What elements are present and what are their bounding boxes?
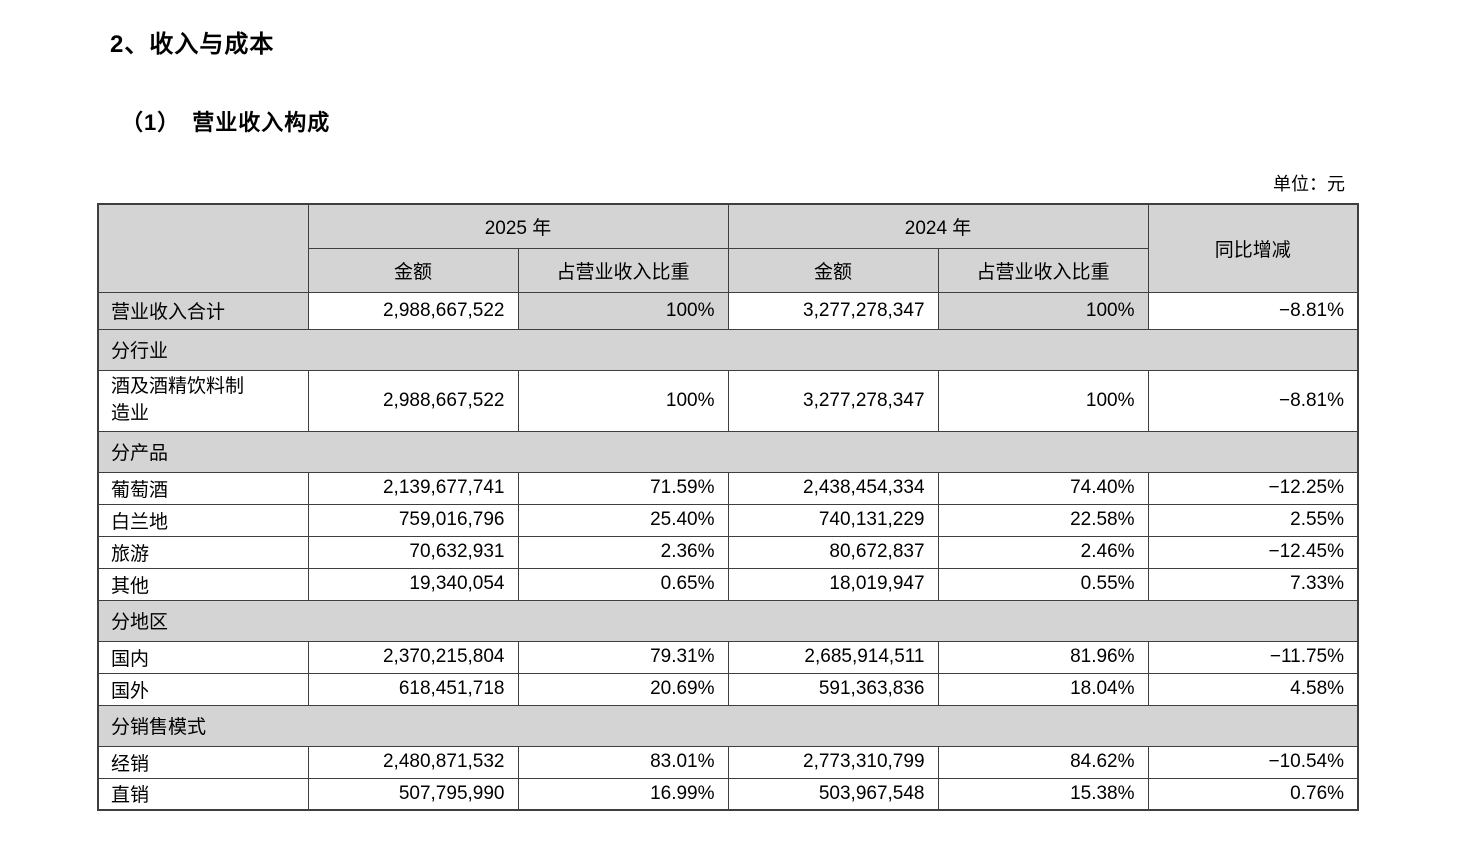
section-label: 分产品: [97, 430, 1359, 473]
yoy-change: 2.55%: [1147, 503, 1359, 537]
revenue-composition-table: 2025 年 2024 年 同比增减 金额 占营业收入比重 金额 占营业收入比重…: [97, 203, 1360, 811]
yoy-change: 4.58%: [1147, 672, 1359, 706]
row-label: 营业收入合计: [97, 291, 309, 330]
amount-2025: 70,632,931: [307, 535, 519, 569]
table-body: 营业收入合计 2,988,667,522 100% 3,277,278,347 100%…: [97, 291, 1359, 811]
amount-2025: 2,370,215,804: [307, 640, 519, 674]
amount-2025: 2,988,667,522: [307, 291, 519, 330]
yoy-change: −12.25%: [1147, 471, 1359, 505]
row-label: 其他: [97, 567, 309, 601]
ratio-2025: 83.01%: [517, 745, 729, 779]
amount-2025-header: 金额: [307, 247, 519, 293]
amount-2024: 80,672,837: [727, 535, 939, 569]
ratio-2025: 79.31%: [517, 640, 729, 674]
yoy-change: 0.76%: [1147, 777, 1359, 811]
ratio-2024: 100%: [937, 291, 1149, 330]
amount-2025: 759,016,796: [307, 503, 519, 537]
row-label: 国内: [97, 640, 309, 674]
yoy-change: −8.81%: [1147, 291, 1359, 330]
table-row: 其他 19,340,054 0.65% 18,019,947 0.55% 7.33%: [97, 567, 1359, 601]
row-label: 国外: [97, 672, 309, 706]
table-row: 酒及酒精饮料制造业 2,988,667,522 100% 3,277,278,347 1…: [97, 369, 1359, 432]
section-label: 分销售模式: [97, 704, 1359, 747]
amount-2024: 2,685,914,511: [727, 640, 939, 674]
ratio-2025: 100%: [517, 291, 729, 330]
amount-2024: 591,363,836: [727, 672, 939, 706]
amount-2024: 740,131,229: [727, 503, 939, 537]
ratio-2025: 2.36%: [517, 535, 729, 569]
ratio-2024: 81.96%: [937, 640, 1149, 674]
ratio-2024: 2.46%: [937, 535, 1149, 569]
table-row: 经销 2,480,871,532 83.01% 2,773,310,799 84.62%…: [97, 745, 1359, 779]
row-label: 旅游: [97, 535, 309, 569]
section-title: 2、收入与成本: [110, 31, 275, 58]
ratio-2025: 100%: [517, 369, 729, 432]
amount-2024: 18,019,947: [727, 567, 939, 601]
ratio-2024: 22.58%: [937, 503, 1149, 537]
ratio-2025: 25.40%: [517, 503, 729, 537]
table-row: 国内 2,370,215,804 79.31% 2,685,914,511 81.96%…: [97, 640, 1359, 674]
section-row: 分行业: [97, 328, 1359, 371]
table-header-row-years: 2025 年 2024 年 同比增减: [97, 203, 1359, 293]
table-header-row-measures: 金额 占营业收入比重 金额 占营业收入比重: [98, 247, 1358, 293]
table-row: 葡萄酒 2,139,677,741 71.59% 2,438,454,334 74.40…: [97, 471, 1359, 505]
row-label-text: 酒及酒精饮料制造业: [111, 375, 245, 424]
ratio-2025-header: 占营业收入比重: [517, 247, 729, 293]
section-row: 分产品: [97, 430, 1359, 473]
section-label: 分行业: [97, 328, 1359, 371]
table-row: 旅游 70,632,931 2.36% 80,672,837 2.46% −12.45%: [97, 535, 1359, 569]
yoy-change: −8.81%: [1147, 369, 1359, 432]
row-label: 直销: [97, 777, 309, 811]
ratio-2024: 84.62%: [937, 745, 1149, 779]
table-row: 白兰地 759,016,796 25.40% 740,131,229 22.58% 2.5…: [97, 503, 1359, 537]
ratio-2024: 18.04%: [937, 672, 1149, 706]
section-row: 分销售模式: [97, 704, 1359, 747]
yoy-change: −12.45%: [1147, 535, 1359, 569]
year-2024-header: 2024 年: [727, 203, 1149, 249]
row-label: 经销: [97, 745, 309, 779]
amount-2024-header: 金额: [727, 247, 939, 293]
ratio-2025: 0.65%: [517, 567, 729, 601]
amount-2024: 2,773,310,799: [727, 745, 939, 779]
ratio-2024: 100%: [937, 369, 1149, 432]
corner-cell: [97, 203, 309, 293]
row-label: 酒及酒精饮料制造业: [97, 369, 309, 432]
table-row: 国外 618,451,718 20.69% 591,363,836 18.04% 4.58…: [97, 672, 1359, 706]
ratio-2025: 20.69%: [517, 672, 729, 706]
section-label: 分地区: [97, 599, 1359, 642]
yoy-change: 7.33%: [1147, 567, 1359, 601]
amount-2025: 2,480,871,532: [307, 745, 519, 779]
row-label: 葡萄酒: [97, 471, 309, 505]
amount-2025: 2,988,667,522: [307, 369, 519, 432]
ratio-2024: 74.40%: [937, 471, 1149, 505]
table-header: 2025 年 2024 年 同比增减 金额 占营业收入比重 金额 占营业收入比重: [97, 203, 1359, 293]
amount-2024: 2,438,454,334: [727, 471, 939, 505]
yoy-change: −11.75%: [1147, 640, 1359, 674]
amount-2025: 2,139,677,741: [307, 471, 519, 505]
amount-2024: 503,967,548: [727, 777, 939, 811]
yoy-change-header: 同比增减: [1147, 203, 1359, 293]
amount-2025: 507,795,990: [307, 777, 519, 811]
amount-2024: 3,277,278,347: [727, 291, 939, 330]
unit-label: 单位：元: [1273, 174, 1345, 194]
row-label: 白兰地: [97, 503, 309, 537]
ratio-2024: 15.38%: [937, 777, 1149, 811]
document-content: 2、收入与成本 （1） 营业收入构成 单位：元 2025 年 2024 年 同比…: [97, 0, 1360, 811]
ratio-2024: 0.55%: [937, 567, 1149, 601]
ratio-2025: 71.59%: [517, 471, 729, 505]
table-row: 直销 507,795,990 16.99% 503,967,548 15.38% 0.76…: [97, 777, 1359, 811]
year-2025-header: 2025 年: [307, 203, 729, 249]
ratio-2025: 16.99%: [517, 777, 729, 811]
yoy-change: −10.54%: [1147, 745, 1359, 779]
amount-2025: 19,340,054: [307, 567, 519, 601]
table-row: 营业收入合计 2,988,667,522 100% 3,277,278,347 100%…: [97, 291, 1359, 330]
subsection-title: （1） 营业收入构成: [121, 110, 331, 135]
amount-2025: 618,451,718: [307, 672, 519, 706]
ratio-2024-header: 占营业收入比重: [937, 247, 1149, 293]
amount-2024: 3,277,278,347: [727, 369, 939, 432]
section-row: 分地区: [97, 599, 1359, 642]
